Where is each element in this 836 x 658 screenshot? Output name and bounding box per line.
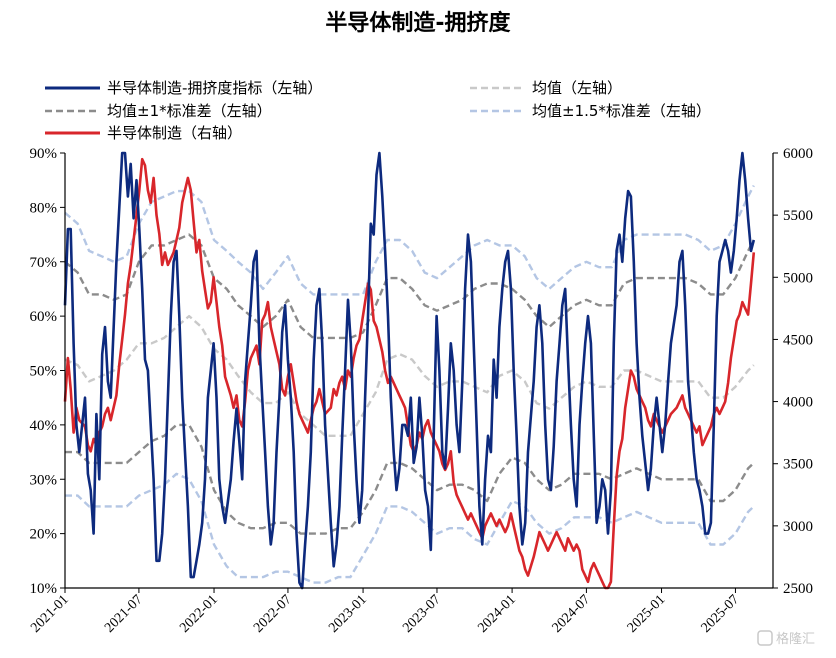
y-right-tick-label-5: 3500 <box>783 457 813 473</box>
legend-label-1: 均值（左轴） <box>532 79 622 97</box>
y-right-tick-label-2: 5000 <box>783 270 813 286</box>
y-left-tick-label-7: 20% <box>30 527 58 543</box>
y-left-tick-label-4: 50% <box>30 364 58 380</box>
series-line-0 <box>65 153 754 588</box>
x-tick-label-7: 2024-07 <box>550 592 594 636</box>
legend-label-2: 均值±1*标准差（左轴） <box>107 102 272 120</box>
chart-title: 半导体制造-拥挤度 <box>325 10 511 36</box>
y-left-tick-label-1: 80% <box>30 200 58 216</box>
y-left-tick-label-5: 40% <box>30 418 58 434</box>
y-left-tick-label-6: 30% <box>30 472 58 488</box>
legend-label-4: 半导体制造（右轴） <box>107 124 242 142</box>
y-right-tick-label-7: 2500 <box>783 581 813 597</box>
y-left-tick-label-0: 90% <box>30 146 58 162</box>
series-line-5 <box>65 474 754 583</box>
y-right-tick-label-1: 5500 <box>783 208 813 224</box>
watermark: 格隆汇 <box>758 631 815 647</box>
x-tick-label-2: 2022-01 <box>177 592 221 636</box>
legend-label-0: 半导体制造-拥挤度指标（左轴） <box>107 79 322 97</box>
y-right-tick-label-0: 6000 <box>783 146 813 162</box>
legend-label-3: 均值±1.5*标准差（左轴） <box>532 102 711 120</box>
series-line-2 <box>65 235 754 338</box>
x-tick-label-9: 2025-07 <box>699 592 743 636</box>
x-tick-label-5: 2023-07 <box>400 592 444 636</box>
y-right-tick-label-3: 4500 <box>783 332 813 348</box>
series-layer <box>65 153 754 588</box>
x-tick-label-8: 2025-01 <box>625 592 669 636</box>
x-tick-label-6: 2024-01 <box>475 592 519 636</box>
axes: 90% 80% 70% 60% 50% 40% 30% 20% 10% 6000 5500 5000 4… <box>28 146 813 636</box>
legend: 半导体制造-拥挤度指标（左轴） 均值（左轴） 均值±1*标准差（左轴） 均值±1.5*… <box>45 79 711 142</box>
gelonghui-logo-icon <box>758 631 772 645</box>
y-left-tick-label-8: 10% <box>30 581 58 597</box>
x-tick-label-1: 2021-07 <box>102 592 146 636</box>
y-left-tick-label-2: 70% <box>30 255 58 271</box>
watermark-text: 格隆汇 <box>776 631 815 647</box>
x-tick-label-0: 2021-01 <box>28 592 72 636</box>
x-tick-label-3: 2022-07 <box>251 592 295 636</box>
y-right-tick-label-6: 3000 <box>783 519 813 535</box>
y-right-tick-label-4: 4000 <box>783 395 813 411</box>
x-tick-label-4: 2023-01 <box>326 592 370 636</box>
y-left-tick-label-3: 60% <box>30 309 58 325</box>
